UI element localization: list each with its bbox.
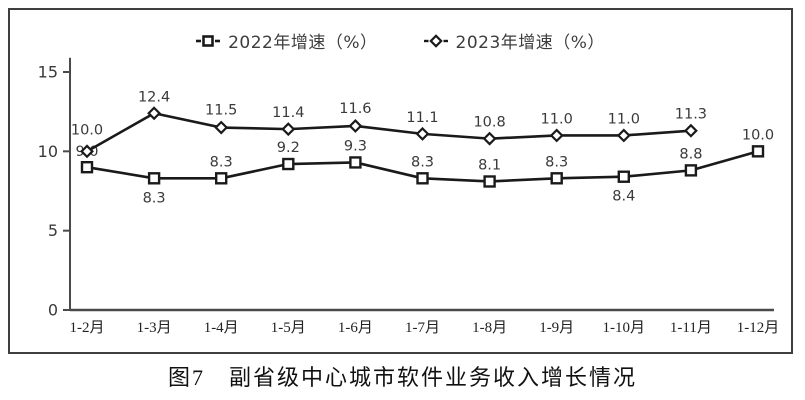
- data-point-square: [214, 172, 228, 185]
- data-label: 11.6: [339, 101, 371, 117]
- x-tick-label: 1-8月: [472, 320, 507, 336]
- x-tick-label: 1-12月: [737, 320, 780, 336]
- data-label: 10.8: [473, 115, 505, 131]
- x-tick-label: 1-4月: [204, 320, 239, 336]
- x-tick-label: 1-11月: [670, 320, 712, 336]
- y-tick-label: 5: [48, 221, 58, 240]
- data-point-diamond: [415, 126, 430, 141]
- data-point-diamond: [147, 106, 162, 121]
- data-point-diamond: [214, 120, 229, 135]
- x-tick-label: 1-6月: [338, 320, 373, 336]
- chart-caption: 图7 副省级中心城市软件业务收入增长情况: [167, 365, 637, 390]
- data-label: 11.0: [608, 111, 640, 127]
- data-point-square: [282, 157, 295, 171]
- data-label: 10.0: [71, 122, 103, 138]
- data-point-square: [483, 175, 496, 188]
- legend-item-2022: 2022年增速（%）: [196, 28, 377, 53]
- y-tick-label: 10: [38, 142, 58, 161]
- data-point-square: [751, 145, 765, 158]
- data-point-diamond: [80, 144, 94, 159]
- data-point-diamond: [683, 123, 698, 138]
- plot-area: 0 5 10 15 1-2月 1-3月 1-4月 1-5月 1-6月 1-7月 1-8月 1-9月 1-…: [38, 57, 780, 336]
- data-label: 11.0: [541, 111, 573, 127]
- data-label: 8.3: [143, 190, 166, 206]
- data-point-diamond: [281, 122, 296, 137]
- x-tick-label: 1-10月: [603, 320, 646, 336]
- data-point-square: [684, 164, 698, 177]
- data-label: 9.2: [277, 140, 300, 156]
- data-label: 11.3: [675, 107, 707, 123]
- x-tick-label: 1-3月: [137, 320, 172, 336]
- data-label: 8.4: [612, 189, 635, 205]
- chart-legend: 2022年增速（%） 2023年增速（%）: [10, 28, 791, 53]
- x-tick-label: 1-9月: [539, 320, 574, 336]
- y-tick-label: 0: [48, 301, 58, 320]
- data-point-diamond: [616, 128, 631, 143]
- legend-item-2023: 2023年增速（%）: [423, 28, 605, 53]
- data-point-square: [617, 170, 630, 183]
- data-point-diamond: [348, 118, 363, 133]
- data-label: 8.3: [545, 154, 568, 170]
- x-tick-label: 1-7月: [405, 320, 440, 336]
- chart-frame: 2022年增速（%） 2023年增速（%） 0 5 10 15 1-2月 1-3月 1-4月…: [8, 8, 793, 354]
- x-tick-label: 1-5月: [271, 320, 306, 336]
- legend-label-2022: 2022年增速（%）: [228, 33, 378, 53]
- series-line-diamond: [86, 111, 691, 153]
- square-line-marker-icon: [196, 34, 221, 48]
- data-label: 11.5: [205, 103, 237, 119]
- legend-label-2023: 2023年增速（%）: [455, 33, 605, 53]
- data-label: 8.3: [210, 154, 233, 170]
- data-label: 12.4: [138, 89, 170, 105]
- data-label: 11.4: [272, 105, 304, 121]
- data-label: 11.1: [406, 110, 438, 126]
- data-point-square: [416, 172, 429, 185]
- data-label: 8.1: [478, 157, 501, 173]
- diamond-line-marker-icon: [423, 33, 448, 48]
- data-point-diamond: [482, 131, 497, 146]
- data-label: 8.8: [679, 146, 702, 162]
- data-point-square: [80, 160, 94, 174]
- x-tick-label: 1-2月: [70, 320, 105, 336]
- y-tick-label: 15: [38, 63, 58, 82]
- data-label: 9.3: [344, 138, 367, 154]
- data-point-square: [349, 156, 362, 169]
- data-point-square: [147, 172, 161, 185]
- data-label: 8.3: [411, 154, 434, 170]
- data-point-square: [550, 172, 563, 185]
- data-label: 10.0: [742, 127, 774, 143]
- data-point-diamond: [549, 128, 564, 143]
